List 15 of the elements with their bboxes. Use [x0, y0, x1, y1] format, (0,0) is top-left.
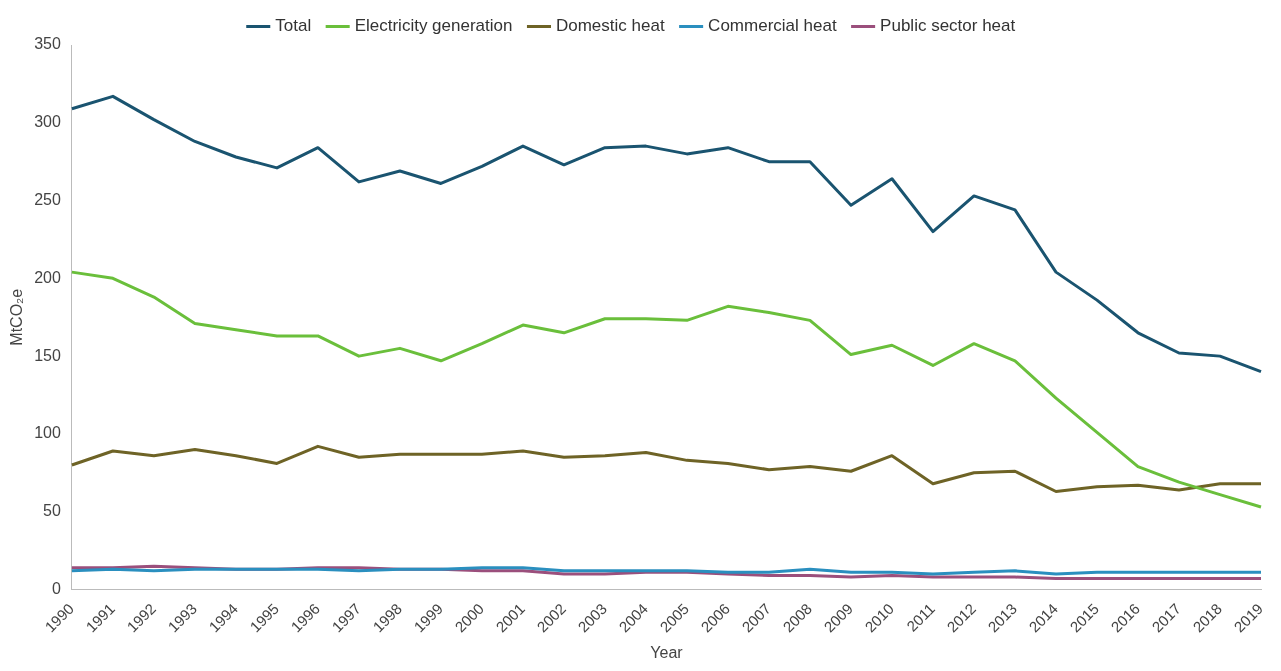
x-axis-title: Year — [650, 643, 684, 661]
y-tick-label: 100 — [34, 424, 61, 442]
legend-label: Total — [275, 16, 312, 36]
legend-label: Domestic heat — [555, 16, 665, 36]
legend-label: Public sector heat — [880, 16, 1016, 36]
y-tick-label: 200 — [34, 268, 61, 286]
y-axis-title: MtCO₂e — [8, 288, 26, 346]
y-tick-label: 350 — [34, 35, 61, 53]
y-tick-label: 50 — [43, 502, 61, 520]
y-tick-label: 300 — [34, 113, 61, 131]
y-tick-label: 250 — [34, 190, 61, 208]
legend-label: Electricity generation — [354, 16, 513, 36]
legend-label: Commercial heat — [708, 16, 837, 36]
y-tick-label: 0 — [51, 579, 61, 597]
y-tick-label: 150 — [34, 346, 61, 364]
